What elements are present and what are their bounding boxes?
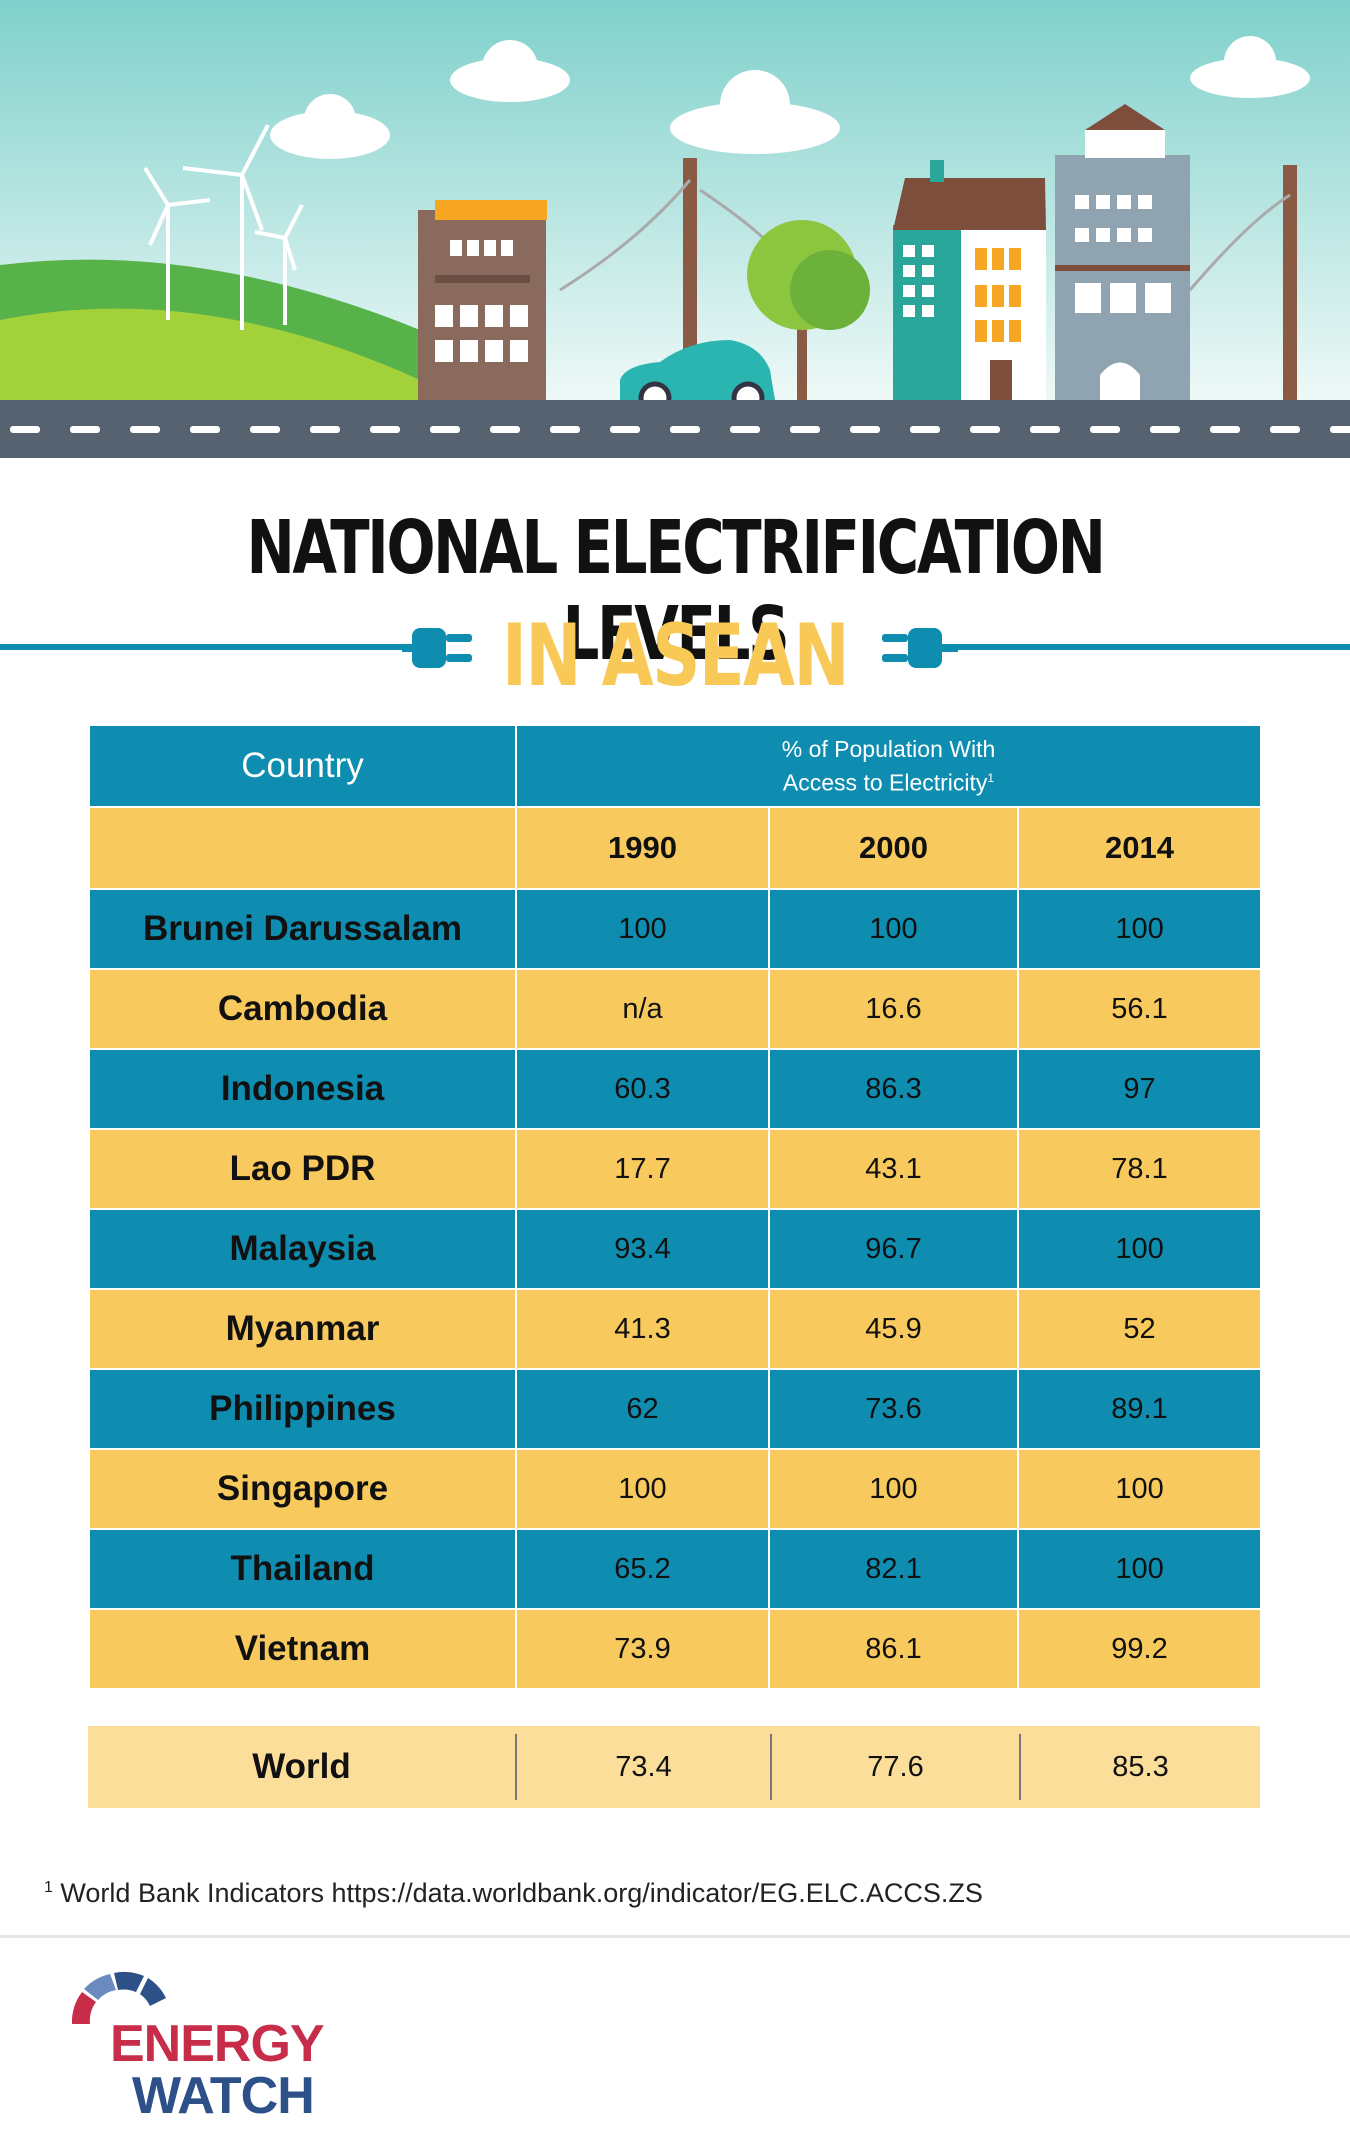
year-header-row: 1990 2000 2014: [88, 806, 1263, 890]
value-cell: 86.1: [768, 1608, 1019, 1690]
country-cell: Cambodia: [88, 968, 517, 1050]
value-cell: 52: [1016, 1288, 1263, 1370]
value-cell: 99.2: [1016, 1608, 1263, 1690]
value-cell: 100: [1016, 1528, 1263, 1610]
world-row: World 73.4 77.6 85.3: [88, 1726, 1260, 1808]
page-subtitle: IN ASEAN: [501, 606, 850, 706]
country-cell: Myanmar: [88, 1288, 517, 1370]
value-cell: 45.9: [768, 1288, 1019, 1370]
table-row: Malaysia 93.4 96.7 100: [88, 1208, 1263, 1290]
country-cell: Vietnam: [88, 1608, 517, 1690]
value-cell: 93.4: [515, 1208, 770, 1290]
country-cell: Brunei Darussalam: [88, 888, 517, 970]
footnote-marker: 1: [44, 1879, 53, 1896]
logo-text-energy: ENERGY: [110, 2015, 325, 2073]
country-column-header: Country: [88, 724, 517, 808]
country-cell: Indonesia: [88, 1048, 517, 1130]
value-cell: 100: [515, 888, 770, 970]
table-row: Myanmar 41.3 45.9 52: [88, 1288, 1263, 1370]
table-row: Thailand 65.2 82.1 100: [88, 1528, 1263, 1610]
footnote: 1 World Bank Indicators https://data.wor…: [44, 1878, 983, 1909]
value-cell: 100: [515, 1448, 770, 1530]
left-divider-line: [0, 644, 405, 650]
country-cell: Malaysia: [88, 1208, 517, 1290]
value-cell: 73.9: [515, 1608, 770, 1690]
value-cell: 100: [1016, 1208, 1263, 1290]
right-divider-line: [940, 644, 1350, 650]
plug-left-icon: [402, 628, 472, 668]
page-title: NATIONAL ELECTRIFICATION LEVELS: [246, 505, 1105, 677]
table-row: Philippines 62 73.6 89.1: [88, 1368, 1263, 1450]
subtitle-row: IN ASEAN: [0, 600, 1350, 706]
value-cell: 43.1: [768, 1128, 1019, 1210]
value-cell: 100: [768, 888, 1019, 970]
logo-text-watch: WATCH: [132, 2067, 315, 2125]
table-row: Indonesia 60.3 86.3 97: [88, 1048, 1263, 1130]
world-value: 77.6: [867, 1751, 924, 1783]
energy-watch-logo: ENERGY WATCH: [62, 1962, 362, 2125]
metric-header-footnote-marker: 1: [987, 770, 995, 785]
header-illustration: [0, 0, 1350, 460]
electrification-table: Country % of Population With Access to E…: [88, 724, 1263, 1690]
value-cell: 41.3: [515, 1288, 770, 1370]
metric-column-header: % of Population With Access to Electrici…: [514, 724, 1263, 808]
value-cell: n/a: [515, 968, 770, 1050]
city-scene-illustration: [0, 0, 1350, 458]
world-value: 73.4: [615, 1751, 672, 1783]
value-cell: 86.3: [768, 1048, 1019, 1130]
world-value: 85.3: [1112, 1751, 1169, 1783]
value-cell: 17.7: [515, 1128, 770, 1210]
value-cell: 62: [515, 1368, 770, 1450]
value-cell: 73.6: [768, 1368, 1019, 1450]
value-cell: 100: [1016, 888, 1263, 970]
table-row: Cambodia n/a 16.6 56.1: [88, 968, 1263, 1050]
table-row: Brunei Darussalam 100 100 100: [88, 888, 1263, 970]
country-cell: Lao PDR: [88, 1128, 517, 1210]
footnote-text: World Bank Indicators https://data.world…: [60, 1878, 983, 1908]
value-cell: 89.1: [1016, 1368, 1263, 1450]
table-row: Lao PDR 17.7 43.1 78.1: [88, 1128, 1263, 1210]
year-header: 1990: [515, 806, 770, 890]
country-cell: Philippines: [88, 1368, 517, 1450]
metric-header-line2: Access to Electricity: [782, 769, 988, 796]
world-row-separator: [515, 1734, 517, 1800]
world-label: World: [252, 1747, 351, 1786]
world-row-separator: [1019, 1734, 1021, 1800]
metric-header-line1: % of Population With: [781, 735, 996, 762]
clouds: [270, 36, 1310, 159]
value-cell: 82.1: [768, 1528, 1019, 1610]
year-header: 2000: [768, 806, 1019, 890]
value-cell: 78.1: [1016, 1128, 1263, 1210]
value-cell: 16.6: [768, 968, 1019, 1050]
value-cell: 97: [1016, 1048, 1263, 1130]
table-row: Vietnam 73.9 86.1 99.2: [88, 1608, 1263, 1690]
footer-divider: [0, 1935, 1350, 1938]
value-cell: 56.1: [1016, 968, 1263, 1050]
value-cell: 65.2: [515, 1528, 770, 1610]
country-cell: Singapore: [88, 1448, 517, 1530]
country-cell: Thailand: [88, 1528, 517, 1610]
table-header-row: Country % of Population With Access to E…: [88, 724, 1263, 808]
value-cell: 100: [768, 1448, 1019, 1530]
logo-arc-icon: [71, 1971, 166, 2024]
world-row-separator: [770, 1734, 772, 1800]
value-cell: 96.7: [768, 1208, 1019, 1290]
value-cell: 60.3: [515, 1048, 770, 1130]
year-header: 2014: [1016, 806, 1263, 890]
table-row: Singapore 100 100 100: [88, 1448, 1263, 1530]
value-cell: 100: [1016, 1448, 1263, 1530]
year-header-blank: [88, 806, 517, 890]
